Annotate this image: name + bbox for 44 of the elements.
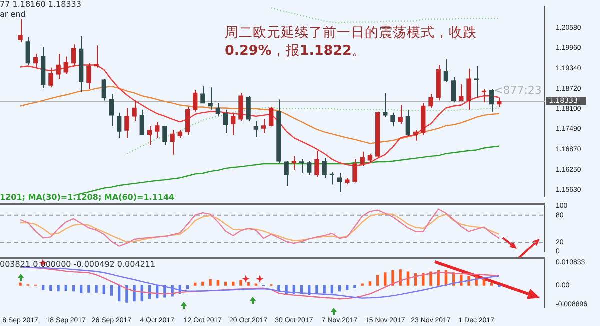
bar [224, 282, 228, 286]
bar [50, 285, 52, 291]
bar [490, 282, 494, 286]
bar [126, 285, 128, 303]
bar [88, 285, 90, 293]
bar [384, 272, 387, 286]
bar [399, 270, 402, 286]
bar [95, 285, 98, 293]
candlestick [299, 158, 304, 174]
bar [133, 285, 136, 302]
bar [110, 285, 114, 296]
bar [368, 282, 372, 286]
bar [194, 282, 197, 286]
bar [118, 285, 121, 302]
bar [232, 282, 235, 286]
text: 1201; MA(30)=1.1208; MA(60)=1.1144 [0, 193, 175, 202]
bar [247, 282, 250, 286]
annotation: 周二欧元延续了前一日的震荡模式，收跌0.29%，报1.1822。 [225, 24, 478, 60]
bar [482, 280, 486, 286]
line-series [126, 106, 500, 154]
bar [64, 285, 68, 291]
bar [186, 285, 190, 290]
bar [57, 285, 60, 292]
bar [316, 285, 318, 294]
bar [80, 285, 83, 294]
annotation: 003821 0.000000 -0.000492 0.004211 [0, 260, 156, 269]
annotation: 77 1.18160 1.18333 [0, 0, 82, 9]
bar [102, 285, 106, 294]
bar [19, 282, 22, 286]
bar [354, 285, 356, 288]
bar [430, 272, 432, 286]
candlestick [398, 104, 403, 124]
bar [202, 282, 204, 286]
line-series [270, 8, 500, 24]
bar [330, 285, 334, 294]
bar [323, 285, 326, 294]
candlestick [18, 18, 23, 42]
bar [209, 280, 212, 286]
annotation: <877:23 [494, 84, 542, 97]
candlestick [474, 66, 479, 98]
bar [216, 280, 220, 286]
annotation: ar end [0, 10, 26, 19]
bar [376, 275, 380, 286]
bar [392, 270, 394, 286]
